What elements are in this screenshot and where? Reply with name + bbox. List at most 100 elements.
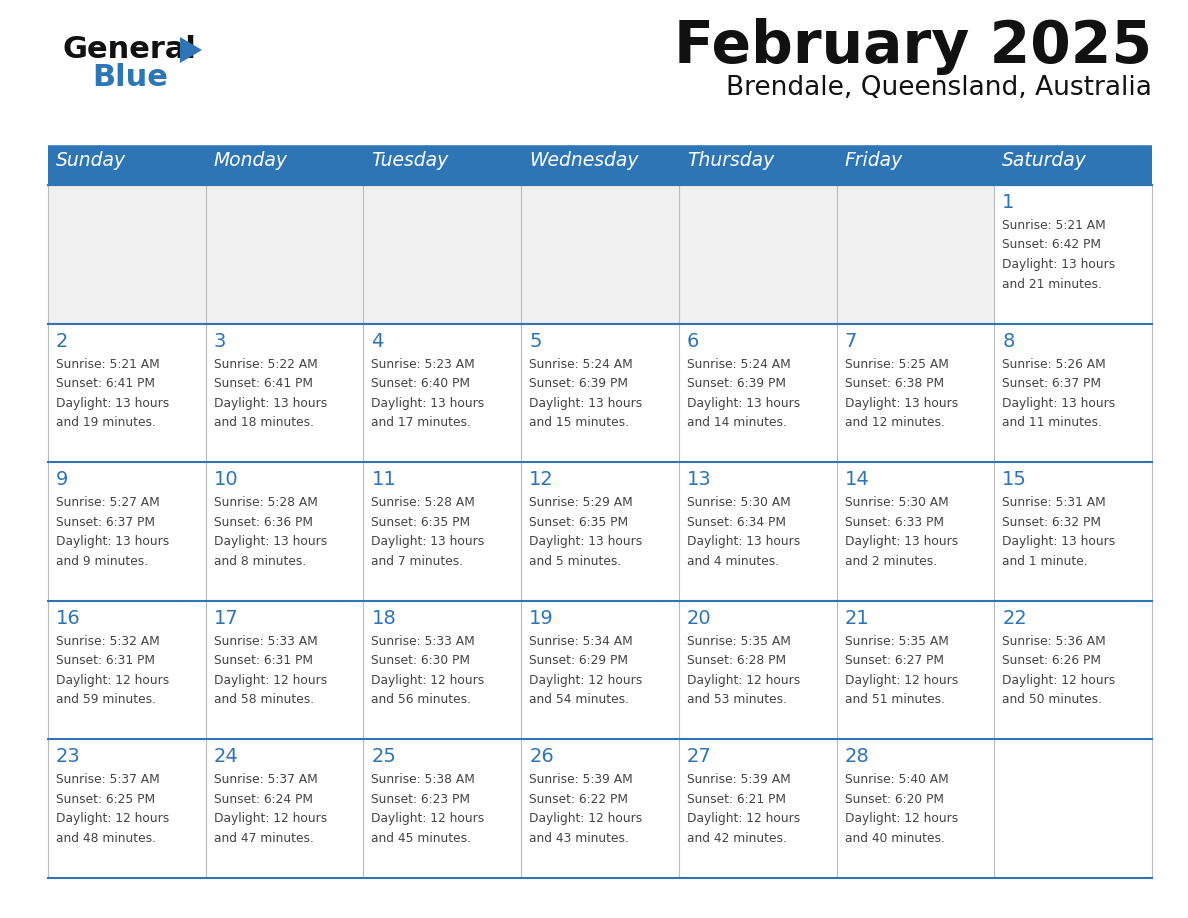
Text: Sunrise: 5:30 AM: Sunrise: 5:30 AM: [845, 497, 948, 509]
Text: and 4 minutes.: and 4 minutes.: [687, 554, 779, 567]
Bar: [206, 150, 364, 185]
Text: Sunset: 6:35 PM: Sunset: 6:35 PM: [529, 516, 628, 529]
Text: Monday: Monday: [214, 151, 287, 170]
Bar: [48, 600, 206, 739]
Text: Wednesday: Wednesday: [529, 151, 639, 170]
Text: 10: 10: [214, 470, 239, 489]
Text: Sunrise: 5:24 AM: Sunrise: 5:24 AM: [687, 358, 790, 371]
Text: 2: 2: [56, 331, 69, 351]
Text: 27: 27: [687, 747, 712, 767]
Bar: [364, 150, 522, 185]
Text: and 53 minutes.: and 53 minutes.: [687, 693, 786, 706]
Polygon shape: [181, 37, 202, 63]
Text: Sunrise: 5:28 AM: Sunrise: 5:28 AM: [372, 497, 475, 509]
Text: Sunset: 6:30 PM: Sunset: 6:30 PM: [372, 655, 470, 667]
Text: Sunrise: 5:21 AM: Sunrise: 5:21 AM: [1003, 219, 1106, 232]
Text: Sunset: 6:33 PM: Sunset: 6:33 PM: [845, 516, 943, 529]
Text: Daylight: 13 hours: Daylight: 13 hours: [845, 535, 958, 548]
Text: 14: 14: [845, 470, 870, 489]
Text: Daylight: 12 hours: Daylight: 12 hours: [687, 674, 800, 687]
Text: 24: 24: [214, 747, 239, 767]
Bar: [836, 739, 994, 878]
Text: Sunset: 6:20 PM: Sunset: 6:20 PM: [845, 793, 943, 806]
Text: Sunset: 6:25 PM: Sunset: 6:25 PM: [56, 793, 156, 806]
Text: and 21 minutes.: and 21 minutes.: [1003, 277, 1102, 290]
Text: Daylight: 12 hours: Daylight: 12 hours: [845, 674, 958, 687]
Text: Tuesday: Tuesday: [372, 151, 449, 170]
Bar: [836, 462, 994, 600]
Text: 22: 22: [1003, 609, 1028, 628]
Bar: [994, 739, 1152, 878]
Text: Sunset: 6:41 PM: Sunset: 6:41 PM: [214, 377, 312, 390]
Text: Daylight: 12 hours: Daylight: 12 hours: [529, 812, 643, 825]
Text: and 51 minutes.: and 51 minutes.: [845, 693, 944, 706]
Bar: [522, 185, 678, 324]
Text: Sunrise: 5:39 AM: Sunrise: 5:39 AM: [687, 773, 790, 787]
Text: Sunrise: 5:29 AM: Sunrise: 5:29 AM: [529, 497, 633, 509]
Text: 15: 15: [1003, 470, 1028, 489]
Text: Sunrise: 5:40 AM: Sunrise: 5:40 AM: [845, 773, 948, 787]
Text: 3: 3: [214, 331, 226, 351]
Text: 11: 11: [372, 470, 396, 489]
Bar: [836, 185, 994, 324]
Bar: [678, 324, 836, 462]
Bar: [994, 462, 1152, 600]
Text: Daylight: 12 hours: Daylight: 12 hours: [529, 674, 643, 687]
Bar: [364, 600, 522, 739]
Text: Daylight: 13 hours: Daylight: 13 hours: [1003, 258, 1116, 271]
Text: 17: 17: [214, 609, 239, 628]
Text: 18: 18: [372, 609, 396, 628]
Text: 21: 21: [845, 609, 870, 628]
Text: and 17 minutes.: and 17 minutes.: [372, 416, 472, 429]
Text: Sunrise: 5:37 AM: Sunrise: 5:37 AM: [214, 773, 317, 787]
Bar: [364, 462, 522, 600]
Bar: [206, 324, 364, 462]
Bar: [364, 185, 522, 324]
Text: Blue: Blue: [91, 63, 168, 92]
Bar: [836, 324, 994, 462]
Text: 28: 28: [845, 747, 870, 767]
Text: Daylight: 13 hours: Daylight: 13 hours: [372, 535, 485, 548]
Text: Sunset: 6:21 PM: Sunset: 6:21 PM: [687, 793, 785, 806]
Bar: [48, 462, 206, 600]
Text: 26: 26: [529, 747, 554, 767]
Text: Brendale, Queensland, Australia: Brendale, Queensland, Australia: [726, 75, 1152, 101]
Bar: [206, 600, 364, 739]
Text: Sunrise: 5:24 AM: Sunrise: 5:24 AM: [529, 358, 633, 371]
Text: Daylight: 13 hours: Daylight: 13 hours: [845, 397, 958, 409]
Bar: [678, 150, 836, 185]
Bar: [836, 600, 994, 739]
Text: Sunset: 6:27 PM: Sunset: 6:27 PM: [845, 655, 943, 667]
Text: Sunrise: 5:38 AM: Sunrise: 5:38 AM: [372, 773, 475, 787]
Text: Sunrise: 5:33 AM: Sunrise: 5:33 AM: [372, 635, 475, 648]
Text: and 7 minutes.: and 7 minutes.: [372, 554, 463, 567]
Text: and 48 minutes.: and 48 minutes.: [56, 832, 156, 845]
Text: Sunset: 6:31 PM: Sunset: 6:31 PM: [56, 655, 154, 667]
Bar: [364, 324, 522, 462]
Text: and 5 minutes.: and 5 minutes.: [529, 554, 621, 567]
Text: Daylight: 12 hours: Daylight: 12 hours: [214, 674, 327, 687]
Text: 12: 12: [529, 470, 554, 489]
Text: Daylight: 13 hours: Daylight: 13 hours: [214, 535, 327, 548]
Text: Sunset: 6:29 PM: Sunset: 6:29 PM: [529, 655, 628, 667]
Text: Sunset: 6:38 PM: Sunset: 6:38 PM: [845, 377, 943, 390]
Text: 19: 19: [529, 609, 554, 628]
Text: Sunset: 6:26 PM: Sunset: 6:26 PM: [1003, 655, 1101, 667]
Text: Sunrise: 5:28 AM: Sunrise: 5:28 AM: [214, 497, 317, 509]
Text: 23: 23: [56, 747, 81, 767]
Text: and 12 minutes.: and 12 minutes.: [845, 416, 944, 429]
Text: and 8 minutes.: and 8 minutes.: [214, 554, 307, 567]
Text: February 2025: February 2025: [674, 18, 1152, 75]
Text: Sunrise: 5:27 AM: Sunrise: 5:27 AM: [56, 497, 159, 509]
Text: Sunset: 6:23 PM: Sunset: 6:23 PM: [372, 793, 470, 806]
Text: 4: 4: [372, 331, 384, 351]
Text: 1: 1: [1003, 193, 1015, 212]
Bar: [48, 739, 206, 878]
Text: Daylight: 12 hours: Daylight: 12 hours: [1003, 674, 1116, 687]
Text: Sunrise: 5:35 AM: Sunrise: 5:35 AM: [687, 635, 791, 648]
Bar: [206, 739, 364, 878]
Text: and 1 minute.: and 1 minute.: [1003, 554, 1088, 567]
Text: Daylight: 13 hours: Daylight: 13 hours: [529, 535, 643, 548]
Text: Sunset: 6:34 PM: Sunset: 6:34 PM: [687, 516, 785, 529]
Text: and 56 minutes.: and 56 minutes.: [372, 693, 472, 706]
